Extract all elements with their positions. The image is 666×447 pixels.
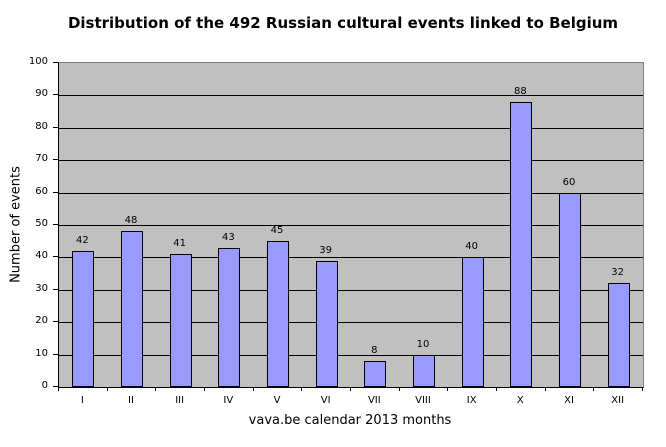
- x-tick: [593, 387, 595, 391]
- bar-VII: [364, 361, 387, 387]
- x-tick-label: I: [80, 395, 84, 406]
- y-gridline: [59, 289, 643, 291]
- bar-value-label: 32: [611, 267, 625, 279]
- y-tick-label: 0: [41, 380, 48, 391]
- y-tick: [53, 191, 58, 193]
- y-gridline: [59, 225, 643, 226]
- y-tick-label: 90: [35, 88, 48, 100]
- bar-X: [510, 101, 533, 387]
- x-tick: [204, 387, 205, 391]
- x-tick-label: VIII: [415, 395, 431, 406]
- x-tick: [155, 387, 157, 391]
- y-tick: [53, 256, 58, 258]
- bar-value-label: 88: [513, 85, 527, 97]
- y-tick: [53, 62, 58, 63]
- bar-value-label: 40: [465, 241, 479, 253]
- plot-area: [58, 62, 644, 388]
- bar-XI: [559, 192, 581, 387]
- x-tick: [58, 387, 59, 391]
- bar-VIII: [413, 354, 435, 387]
- bar-XII: [607, 283, 630, 387]
- x-tick-label: XII: [611, 395, 625, 406]
- bar-value-label: 8: [371, 345, 378, 357]
- x-tick-label: IX: [466, 395, 477, 406]
- y-tick-label: 100: [28, 56, 48, 67]
- bar-IV: [218, 247, 241, 387]
- bar-III: [169, 254, 192, 387]
- x-tick: [106, 387, 108, 391]
- y-gridline: [59, 354, 643, 356]
- y-tick: [53, 288, 58, 290]
- x-tick-label: IV: [223, 395, 234, 406]
- bar-value-label: 48: [124, 215, 138, 227]
- bar-value-label: 42: [75, 234, 89, 246]
- x-tick-label: III: [175, 395, 185, 406]
- y-tick-label: 60: [35, 185, 48, 197]
- x-tick: [447, 387, 449, 391]
- y-gridline: [59, 95, 643, 97]
- y-tick: [53, 353, 58, 355]
- y-tick: [53, 94, 58, 96]
- x-tick: [642, 387, 643, 391]
- bar-value-label: 41: [173, 238, 187, 250]
- bar-V: [267, 241, 289, 387]
- y-tick: [53, 159, 58, 161]
- bar-I: [72, 250, 95, 387]
- y-tick: [53, 321, 58, 323]
- x-tick-label: VI: [320, 395, 331, 406]
- y-tick-label: 70: [35, 153, 48, 165]
- y-tick-label: 10: [35, 347, 48, 359]
- y-tick-label: 30: [35, 282, 48, 294]
- bar-value-label: 45: [270, 225, 284, 237]
- y-tick-label: 80: [35, 120, 48, 132]
- y-tick: [53, 386, 58, 387]
- x-tick: [496, 387, 497, 391]
- x-tick-label: X: [516, 395, 524, 406]
- y-gridline: [59, 127, 643, 129]
- x-axis-title: vava.be calendar 2013 months: [248, 413, 452, 428]
- y-tick-label: 50: [35, 218, 48, 229]
- y-gridline: [59, 322, 643, 324]
- y-gridline: [59, 160, 643, 162]
- x-tick-label: VII: [367, 395, 381, 406]
- x-tick: [252, 387, 254, 391]
- y-tick-label: 40: [35, 250, 48, 262]
- bar-value-label: 60: [562, 176, 576, 188]
- x-tick-label: II: [128, 395, 134, 406]
- bar-value-label: 43: [221, 231, 235, 243]
- y-gridline: [59, 192, 643, 194]
- x-tick: [398, 387, 400, 391]
- x-tick: [350, 387, 351, 391]
- bar-IX: [461, 257, 484, 387]
- bar-value-label: 10: [416, 338, 430, 350]
- x-tick: [544, 387, 546, 391]
- chart-title: Distribution of the 492 Russian cultural…: [67, 14, 619, 32]
- x-tick-label: V: [273, 395, 281, 406]
- y-tick: [53, 224, 58, 225]
- y-tick-label: 20: [35, 315, 48, 327]
- bar-VI: [315, 260, 338, 387]
- x-tick-label: XI: [564, 395, 574, 406]
- bar-II: [121, 231, 143, 387]
- x-tick: [301, 387, 303, 391]
- bar-value-label: 39: [319, 244, 333, 256]
- y-tick: [53, 126, 58, 128]
- y-gridline: [59, 257, 643, 259]
